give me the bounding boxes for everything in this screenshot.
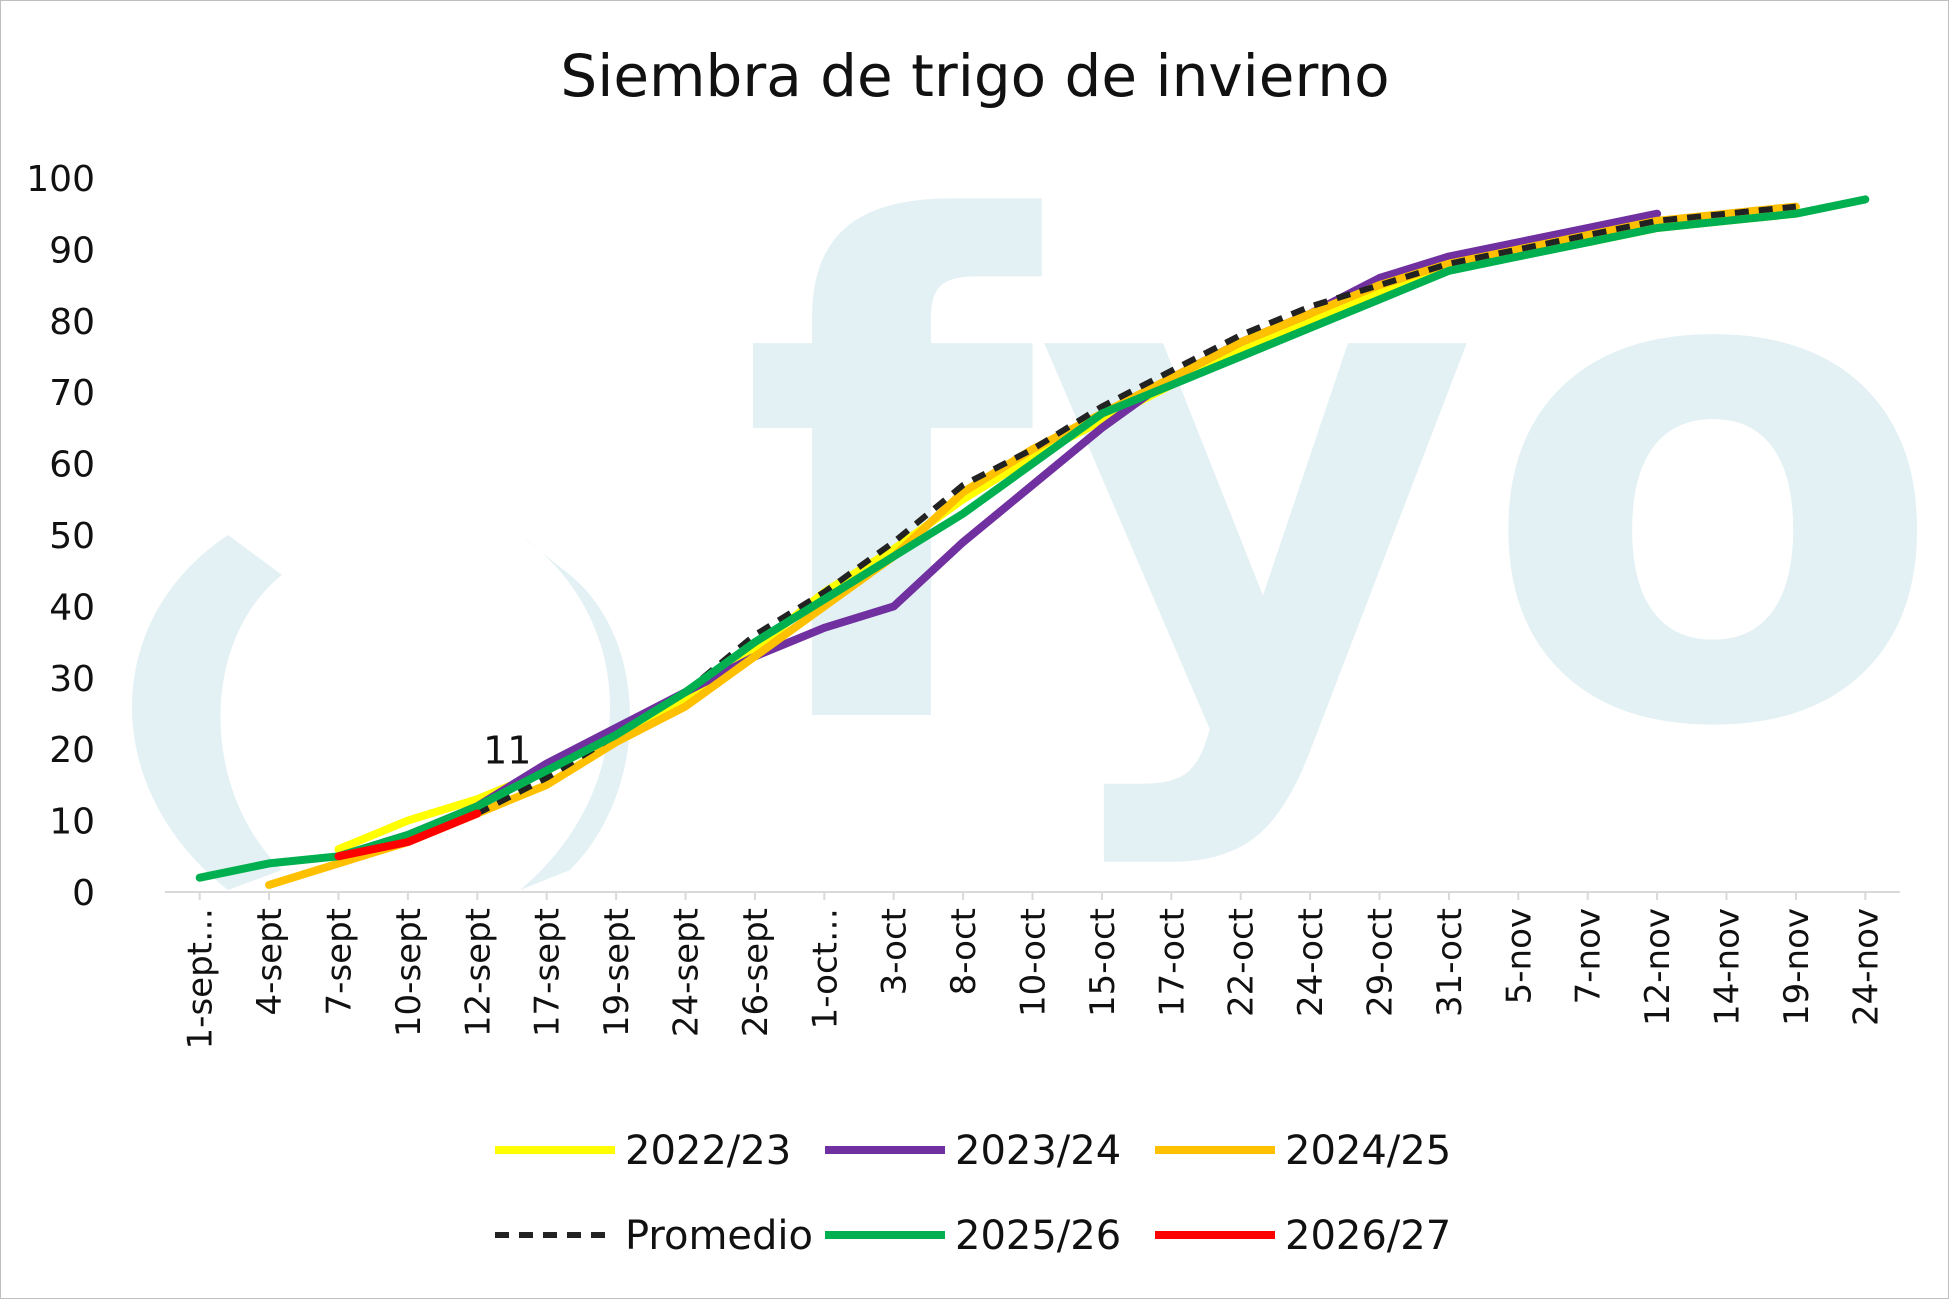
legend-label: Promedio (625, 1213, 813, 1259)
annotations: 11 (483, 728, 531, 772)
x-tick-label: 19-sept (597, 908, 637, 1037)
y-tick-label: 0 (72, 873, 95, 914)
x-tick-label: 17-oct (1152, 908, 1192, 1017)
x-tick-label: 7-nov (1569, 908, 1609, 1004)
x-tick-label: 31-oct (1430, 908, 1470, 1017)
chart-title: Siembra de trigo de invierno (560, 42, 1389, 110)
series-line-2025-26 (195, 195, 1870, 882)
x-tick-label: 19-nov (1777, 908, 1817, 1026)
series-lines (195, 195, 1870, 889)
series-line-2026-27 (334, 809, 482, 861)
watermark-left-arc (132, 535, 282, 890)
x-tick-label: 3-oct (875, 908, 915, 995)
x-tick-label: 29-oct (1361, 908, 1401, 1017)
x-tick-label: 12-nov (1638, 908, 1678, 1026)
x-tick-label: 5-nov (1499, 908, 1539, 1004)
x-tick-label: 15-oct (1083, 908, 1123, 1017)
x-tick-label: 1-oct… (805, 908, 845, 1029)
x-tick-label: 26-sept (736, 908, 776, 1037)
legend-label: 2024/25 (1285, 1128, 1451, 1174)
watermark-right-arc (520, 535, 630, 890)
x-tick-label: 22-oct (1222, 908, 1262, 1017)
x-tick-label: 4-sept (250, 908, 290, 1015)
x-tick-label: 1-sept… (181, 908, 221, 1049)
x-tick-label: 24-sept (667, 908, 707, 1037)
x-tick-label: 10-sept (389, 908, 429, 1037)
legend-label: 2023/24 (955, 1128, 1121, 1174)
x-tick-label: 24-nov (1846, 908, 1886, 1026)
y-tick-label: 20 (49, 730, 95, 771)
y-tick-label: 70 (49, 373, 95, 414)
watermark-logo: fyo (132, 85, 1946, 890)
x-tick-label: 8-oct (944, 908, 984, 995)
y-tick-label: 10 (49, 802, 95, 843)
y-tick-label: 30 (49, 659, 95, 700)
y-tick-label: 100 (26, 159, 95, 200)
legend-label: 2025/26 (955, 1213, 1121, 1259)
x-axis: 1-sept… 4-sept 7-sept 10-sept 12-sept 17-sept… (165, 891, 1900, 1049)
x-tick-label: 14-nov (1708, 908, 1748, 1026)
x-tick-label: 24-oct (1291, 908, 1331, 1017)
data-label: 11 (483, 728, 531, 772)
y-tick-label: 60 (49, 445, 95, 486)
y-tick-label: 80 (49, 302, 95, 343)
x-tick-label: 17-sept (528, 908, 568, 1037)
y-axis-ticks: 0 10 20 30 40 50 60 70 80 90 100 (26, 159, 95, 914)
series-line-2023-24 (334, 209, 1662, 861)
y-tick-label: 50 (49, 516, 95, 557)
legend: 2022/23 2023/24 2024/25 Promedio 2025/26 2026… (495, 1128, 1451, 1259)
watermark-text: fyo (740, 85, 1946, 876)
legend-label: 2026/27 (1285, 1213, 1451, 1259)
y-tick-label: 90 (49, 230, 95, 271)
series-line-2024-25 (265, 202, 1800, 889)
x-tick-label: 10-oct (1014, 908, 1054, 1017)
x-tick-label: 12-sept (458, 908, 498, 1037)
legend-label: 2022/23 (625, 1128, 791, 1174)
y-tick-label: 40 (49, 587, 95, 628)
x-tick-label: 7-sept (320, 908, 360, 1015)
